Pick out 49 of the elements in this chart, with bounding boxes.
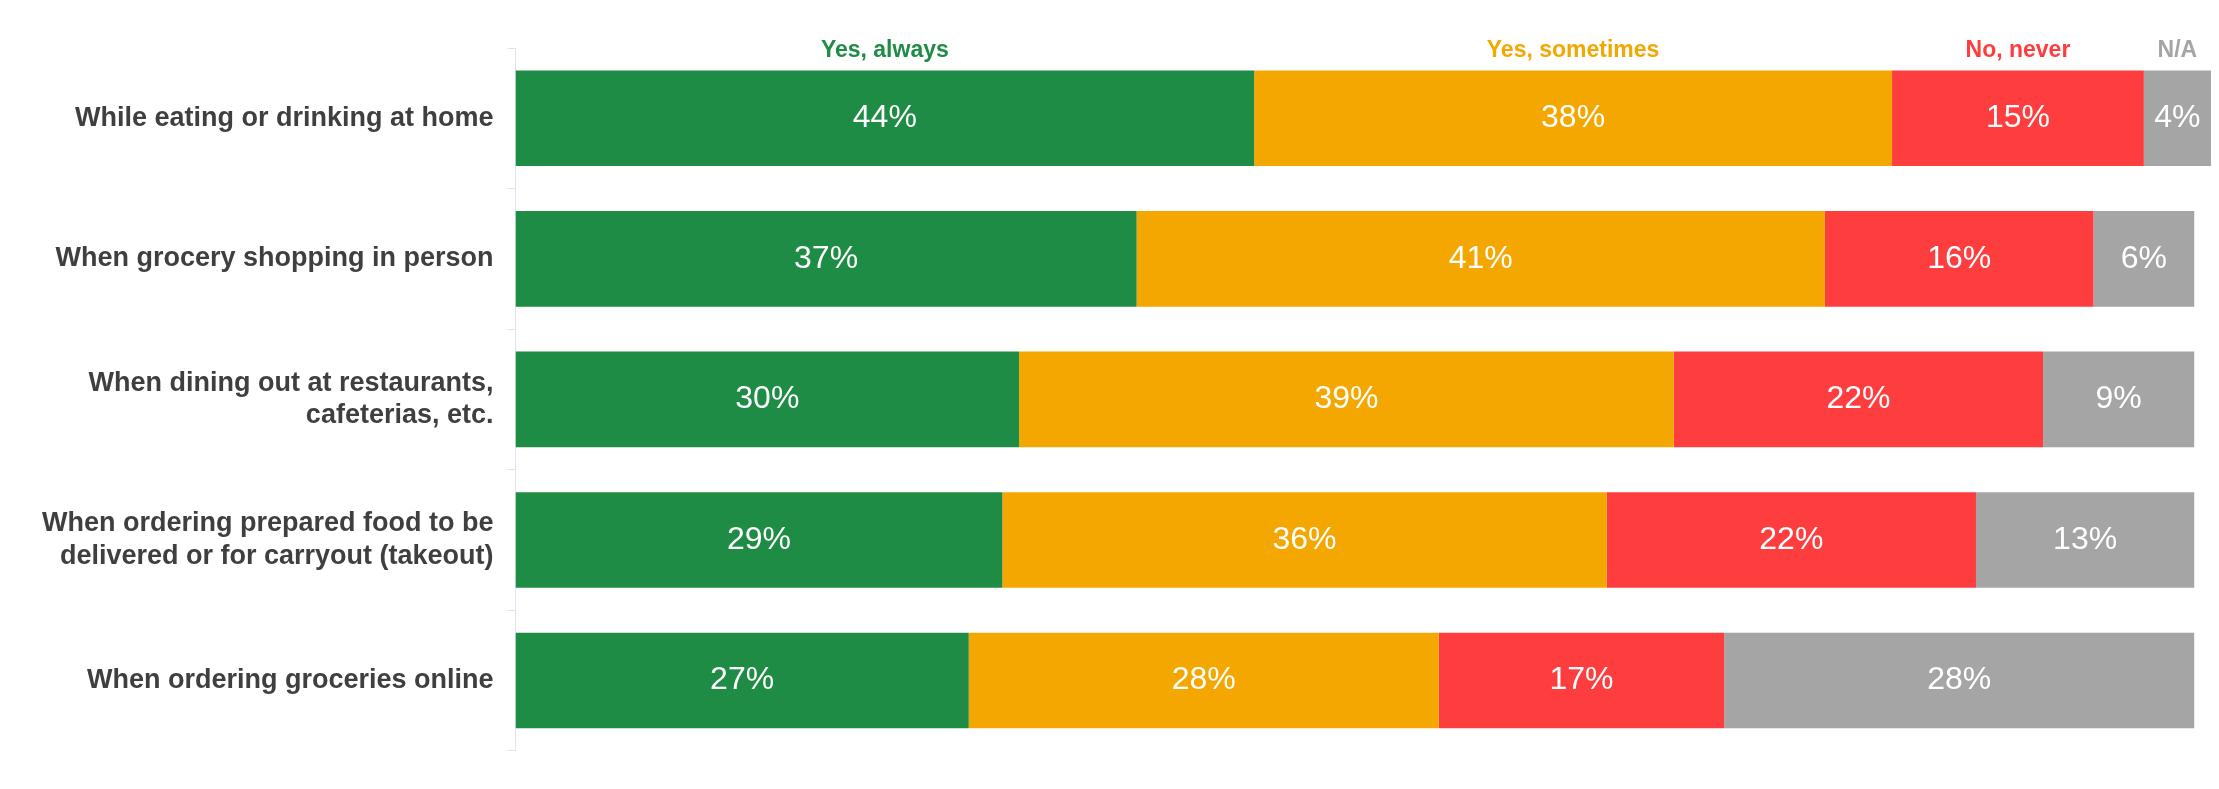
data-label: 28% bbox=[1171, 660, 1236, 697]
series-label: N/A bbox=[2157, 35, 2198, 62]
data-label: 38% bbox=[1541, 98, 1606, 135]
bar bbox=[515, 70, 1255, 167]
bar bbox=[1673, 351, 2044, 448]
series-label: Yes, always bbox=[820, 35, 949, 62]
data-label: 22% bbox=[1826, 379, 1891, 416]
y-tick-label: When ordering groceries online bbox=[86, 663, 494, 694]
series-label: Yes, sometimes bbox=[1486, 35, 1660, 62]
bar bbox=[968, 632, 1439, 729]
data-label: 36% bbox=[1272, 519, 1337, 556]
bar bbox=[1019, 351, 1674, 448]
data-label: 29% bbox=[726, 519, 791, 556]
data-label: 41% bbox=[1448, 238, 1513, 275]
data-label: 17% bbox=[1549, 660, 1614, 697]
data-label: 6% bbox=[2120, 238, 2167, 275]
data-label: 44% bbox=[852, 98, 917, 135]
data-label: 28% bbox=[1927, 660, 1992, 697]
bar bbox=[1892, 70, 2144, 167]
bar bbox=[2093, 211, 2195, 307]
data-label: 27% bbox=[710, 660, 775, 697]
series-label: No, never bbox=[1965, 35, 2071, 62]
y-tick-label: When ordering prepared food to be delivered or for carryout (takeout) bbox=[42, 507, 494, 570]
bar bbox=[515, 492, 1003, 588]
data-label: 4% bbox=[2154, 98, 2201, 135]
bar bbox=[1254, 70, 1893, 167]
data-label: 22% bbox=[1759, 519, 1824, 556]
data-label: 39% bbox=[1314, 379, 1379, 416]
bar bbox=[1606, 492, 1976, 588]
data-label: 37% bbox=[794, 238, 859, 275]
y-tick-label: When grocery shopping in person bbox=[55, 242, 494, 273]
bar bbox=[2043, 351, 2195, 448]
data-label: 30% bbox=[735, 379, 800, 416]
bar bbox=[1975, 492, 2195, 588]
bar bbox=[1824, 211, 2094, 307]
bar bbox=[515, 632, 969, 729]
data-label: 15% bbox=[1985, 98, 2050, 135]
bar bbox=[1438, 632, 1725, 729]
bar bbox=[515, 211, 1137, 307]
y-tick-label: While eating or drinking at home bbox=[74, 101, 494, 132]
bar bbox=[2143, 70, 2211, 167]
data-label: 9% bbox=[2095, 379, 2142, 416]
y-tick-label: When dining out at restaurants, cafeterias, etc. bbox=[88, 366, 494, 430]
bar bbox=[1002, 492, 1607, 588]
bar bbox=[515, 351, 1020, 448]
data-label: 13% bbox=[2053, 519, 2118, 556]
data-label: 16% bbox=[1927, 238, 1992, 275]
bar bbox=[1724, 632, 2195, 729]
bar bbox=[1136, 211, 1825, 307]
